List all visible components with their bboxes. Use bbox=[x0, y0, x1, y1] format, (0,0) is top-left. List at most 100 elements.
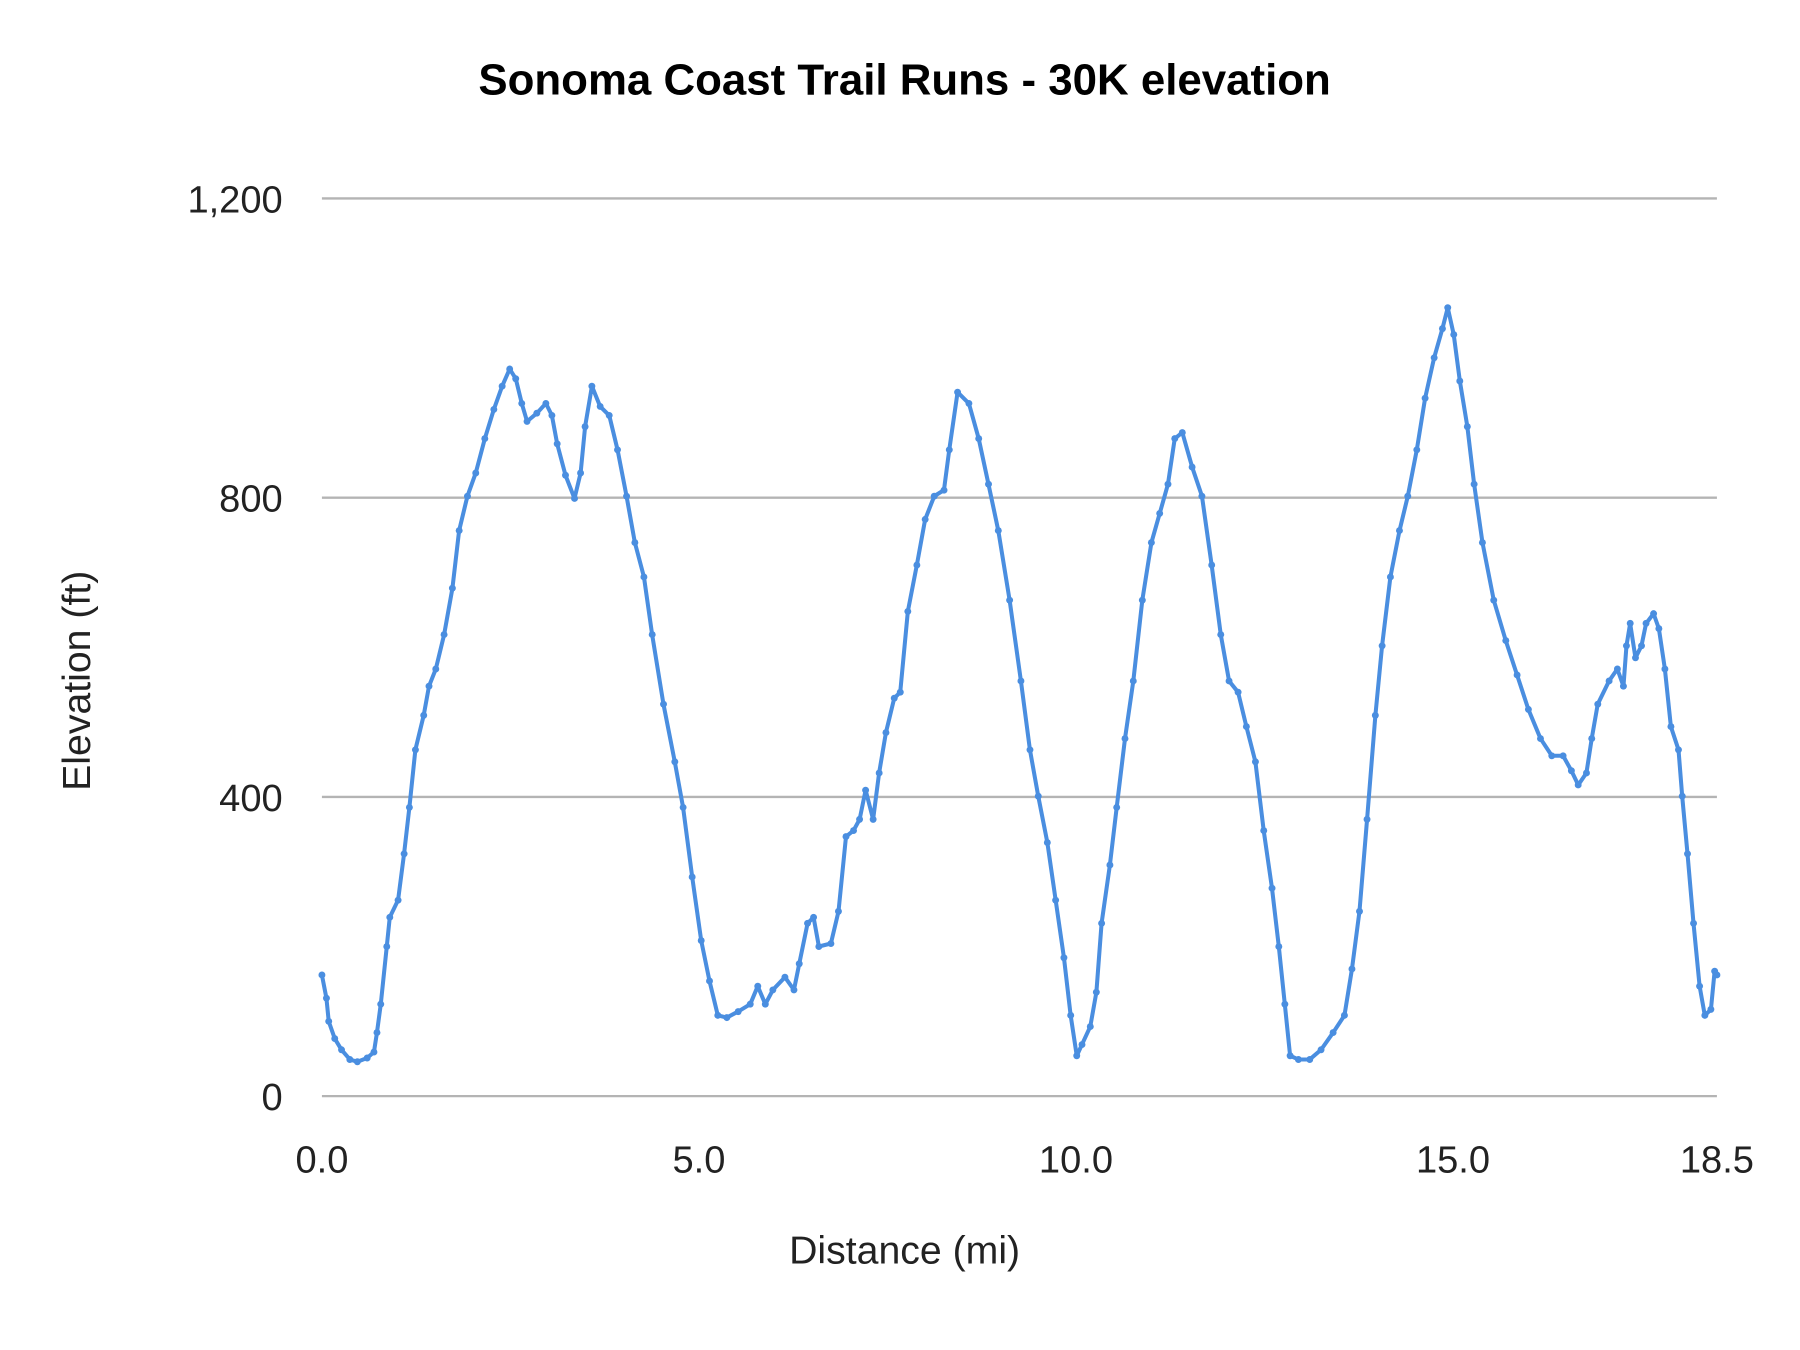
data-point bbox=[913, 561, 921, 569]
data-point bbox=[1463, 423, 1471, 431]
data-point bbox=[1129, 677, 1137, 685]
data-point bbox=[1225, 677, 1233, 685]
data-point bbox=[322, 994, 330, 1002]
plot-area bbox=[318, 304, 1721, 1066]
data-point bbox=[1626, 619, 1634, 627]
data-point bbox=[596, 402, 604, 410]
data-point bbox=[1156, 509, 1164, 517]
data-point bbox=[325, 1017, 333, 1025]
data-point bbox=[1121, 735, 1129, 743]
data-point bbox=[318, 971, 326, 979]
data-point bbox=[1613, 665, 1621, 673]
data-point bbox=[1690, 919, 1698, 927]
data-point bbox=[548, 411, 556, 419]
data-point bbox=[1164, 480, 1172, 488]
data-point bbox=[1594, 700, 1602, 708]
data-point bbox=[605, 411, 613, 419]
data-point bbox=[1548, 752, 1556, 760]
data-point bbox=[1567, 767, 1575, 775]
data-point bbox=[512, 375, 520, 383]
data-point bbox=[400, 850, 408, 858]
data-point bbox=[697, 937, 705, 945]
data-point bbox=[1574, 781, 1582, 789]
x-tick-label: 15.0 bbox=[1416, 1139, 1490, 1181]
data-point bbox=[1017, 677, 1025, 685]
data-point bbox=[553, 440, 561, 448]
data-point bbox=[518, 399, 526, 407]
data-point bbox=[869, 815, 877, 823]
data-point bbox=[1502, 637, 1510, 645]
data-point bbox=[810, 913, 818, 921]
data-point bbox=[994, 527, 1002, 535]
data-point bbox=[1583, 769, 1590, 777]
data-point bbox=[346, 1056, 354, 1063]
data-point bbox=[1430, 354, 1438, 362]
data-point bbox=[353, 1058, 361, 1066]
data-point bbox=[746, 1000, 754, 1008]
data-point bbox=[882, 729, 890, 737]
data-point bbox=[862, 786, 870, 794]
data-point bbox=[490, 405, 498, 413]
data-point bbox=[671, 758, 679, 766]
data-point bbox=[827, 940, 835, 948]
chart-title: Sonoma Coast Trail Runs - 30K elevation bbox=[478, 56, 1330, 105]
data-point bbox=[383, 943, 391, 950]
y-tick-label: 0 bbox=[262, 1077, 283, 1119]
data-point bbox=[1655, 625, 1663, 633]
elevation-line bbox=[319, 305, 1719, 1064]
data-point bbox=[377, 1000, 385, 1008]
data-point bbox=[1281, 1000, 1289, 1008]
data-point bbox=[1198, 492, 1206, 500]
data-point bbox=[1286, 1052, 1294, 1060]
data-point bbox=[1113, 803, 1121, 811]
data-point bbox=[1086, 1023, 1094, 1031]
data-point bbox=[1188, 463, 1196, 471]
data-point bbox=[581, 423, 589, 431]
x-tick-label: 5.0 bbox=[672, 1139, 725, 1181]
x-axis-label: Distance (mi) bbox=[789, 1228, 1020, 1272]
data-point bbox=[571, 494, 578, 502]
data-point bbox=[904, 607, 912, 615]
data-point bbox=[338, 1046, 345, 1054]
data-point bbox=[679, 803, 687, 811]
data-point bbox=[660, 700, 667, 708]
data-point bbox=[1438, 325, 1446, 333]
data-point bbox=[498, 382, 506, 390]
data-point bbox=[1026, 746, 1034, 754]
data-point bbox=[1294, 1056, 1302, 1063]
data-point bbox=[890, 694, 898, 702]
data-point bbox=[533, 409, 541, 417]
data-point bbox=[842, 833, 850, 841]
data-point bbox=[648, 631, 656, 639]
data-point bbox=[1444, 304, 1452, 312]
data-point bbox=[723, 1014, 731, 1022]
data-point bbox=[930, 492, 938, 500]
data-point bbox=[706, 977, 713, 985]
data-point bbox=[1642, 619, 1650, 627]
data-point bbox=[1478, 539, 1486, 547]
data-point bbox=[850, 827, 857, 835]
data-point bbox=[769, 986, 777, 994]
data-point bbox=[1696, 982, 1704, 990]
data-point bbox=[834, 907, 842, 915]
data-point bbox=[1052, 896, 1060, 904]
data-point bbox=[1622, 642, 1630, 650]
data-point bbox=[975, 435, 983, 443]
data-point bbox=[1317, 1046, 1325, 1054]
data-point bbox=[448, 584, 456, 592]
data-point bbox=[1684, 850, 1691, 858]
y-axis-ticks: 0 400 800 1,200 bbox=[187, 179, 282, 1119]
data-point bbox=[940, 486, 948, 494]
data-point bbox=[1329, 1029, 1337, 1037]
data-point bbox=[1034, 792, 1042, 800]
data-point bbox=[815, 943, 823, 950]
data-point bbox=[588, 382, 596, 390]
data-point bbox=[542, 399, 550, 407]
data-point bbox=[1306, 1056, 1314, 1063]
data-point bbox=[1060, 954, 1068, 962]
data-point bbox=[1006, 596, 1014, 604]
data-point bbox=[370, 1048, 378, 1056]
data-point bbox=[896, 688, 904, 696]
data-point bbox=[1073, 1052, 1081, 1060]
